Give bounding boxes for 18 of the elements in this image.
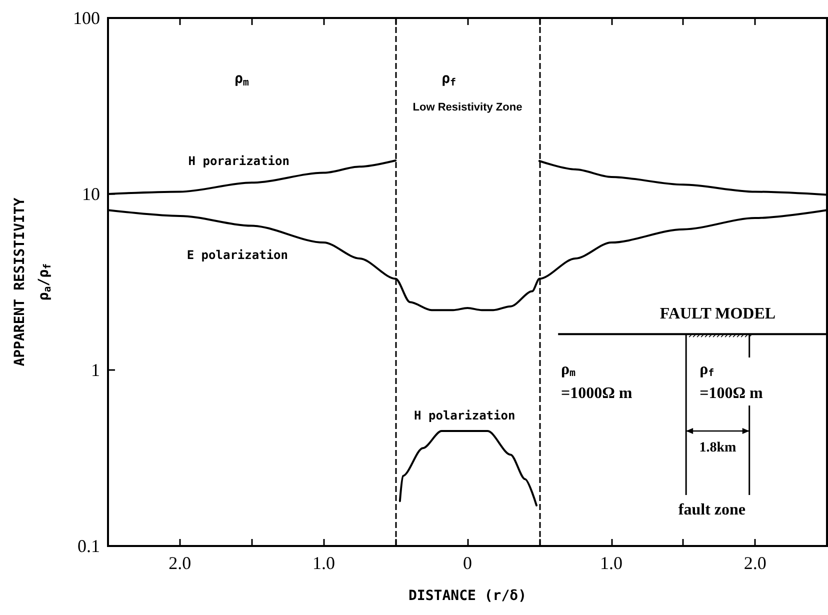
- x-tick-label: 1.0: [312, 553, 335, 573]
- series-label: E polarization: [186, 248, 288, 262]
- y-tick-label: 0.1: [78, 536, 100, 556]
- annotation: Low Resistivity Zone: [412, 102, 522, 114]
- x-tick-label: 0: [463, 553, 472, 573]
- annotation: 1.8km: [699, 440, 737, 456]
- x-tick-label: 2.0: [168, 553, 192, 573]
- line-series: [398, 430, 538, 506]
- series-label: H polarization: [414, 408, 516, 423]
- y-tick-label: 100: [73, 8, 100, 28]
- y-tick-label: 1: [91, 360, 100, 380]
- x-tick-label: 1.0: [600, 553, 623, 573]
- annotation: FAULT MODEL: [660, 306, 776, 323]
- annotation: fault zone: [678, 502, 746, 519]
- y-tick-label: 10: [82, 184, 100, 204]
- x-axis-title: DISTANCE (r/δ): [408, 588, 527, 604]
- x-tick-label: 2.0: [744, 553, 766, 573]
- series-label: H porarization: [188, 154, 290, 168]
